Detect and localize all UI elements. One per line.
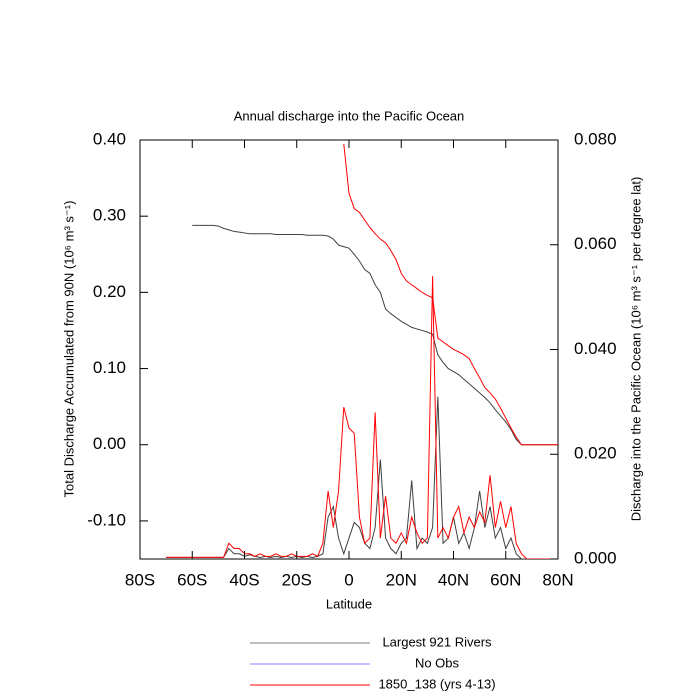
- y2-tick-label: 0.080: [574, 129, 617, 148]
- y-tick-label: 0.10: [93, 358, 126, 377]
- chart-title: Annual discharge into the Pacific Ocean: [234, 108, 465, 123]
- legend-label: No Obs: [415, 655, 460, 670]
- plot-frame: [139, 139, 559, 560]
- y-tick-label: 0.00: [93, 434, 126, 453]
- y-tick-label: 0.40: [93, 129, 126, 148]
- x-tick-label: 60S: [177, 570, 207, 589]
- y-tick-label: 0.30: [93, 206, 126, 225]
- y2-tick-label: 0.060: [574, 234, 617, 253]
- x-tick-label: 40S: [229, 570, 259, 589]
- y-tick-label: 0.20: [93, 282, 126, 301]
- y-tick-label: -0.10: [87, 510, 126, 529]
- x-tick-label: 60N: [490, 570, 521, 589]
- y2-axis-label: Discharge into the Pacific Ocean (10⁶ m³…: [628, 177, 643, 522]
- x-tick-label: 0: [344, 570, 353, 589]
- y2-tick-label: 0.020: [574, 444, 617, 463]
- legend-label: 1850_138 (yrs 4-13): [378, 676, 495, 691]
- series-line: [343, 143, 558, 446]
- x-tick-label: 20N: [386, 570, 417, 589]
- x-tick-label: 80S: [125, 570, 155, 589]
- plot-area: [166, 143, 558, 559]
- x-axis-label: Latitude: [326, 596, 372, 611]
- x-tick-label: 40N: [438, 570, 469, 589]
- series-line: [166, 276, 558, 559]
- y-axis-label: Total Discharge Accumulated from 90N (10…: [61, 201, 76, 498]
- series-line: [192, 224, 558, 446]
- x-tick-label: 80N: [542, 570, 573, 589]
- y2-tick-label: 0.000: [574, 548, 617, 567]
- y2-tick-label: 0.040: [574, 339, 617, 358]
- legend-label: Largest 921 Rivers: [382, 634, 492, 649]
- series-line: [166, 396, 558, 559]
- x-tick-label: 20S: [282, 570, 312, 589]
